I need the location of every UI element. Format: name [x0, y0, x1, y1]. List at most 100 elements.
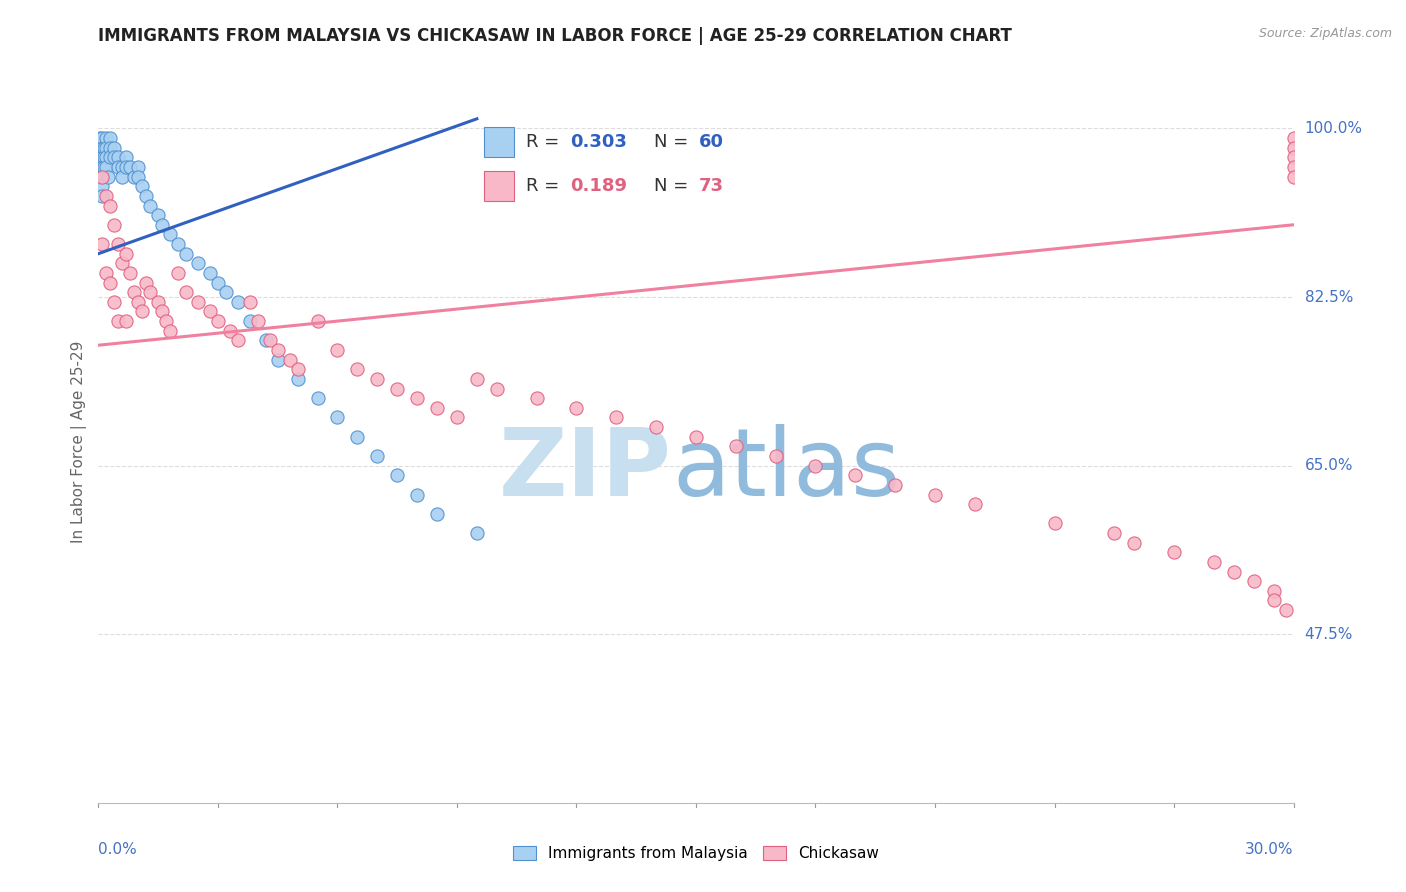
Point: [385, 382, 409, 396]
Point: [174, 285, 197, 300]
Point: [1282, 141, 1305, 155]
Point: [465, 526, 488, 541]
Point: [150, 218, 173, 232]
Point: [93, 141, 115, 155]
Point: [465, 372, 488, 386]
Point: [924, 487, 946, 501]
Text: 47.5%: 47.5%: [1305, 627, 1353, 641]
Point: [366, 449, 388, 463]
Point: [259, 334, 281, 348]
Point: [1282, 150, 1305, 164]
Point: [89, 150, 111, 164]
Point: [1243, 574, 1265, 589]
Point: [127, 160, 149, 174]
Point: [107, 150, 129, 164]
Point: [605, 410, 627, 425]
Point: [93, 160, 115, 174]
Point: [246, 314, 269, 328]
Point: [159, 227, 181, 242]
Point: [111, 169, 134, 184]
Point: [219, 324, 242, 338]
Point: [93, 150, 115, 164]
Text: 0.0%: 0.0%: [98, 842, 138, 856]
Point: [1263, 593, 1285, 607]
Point: [207, 276, 229, 290]
Point: [406, 391, 429, 405]
Point: [91, 189, 114, 203]
Point: [148, 294, 170, 309]
Text: ZIP: ZIP: [499, 425, 672, 516]
Point: [1282, 131, 1305, 145]
Point: [1043, 516, 1066, 531]
Point: [254, 334, 277, 348]
Point: [120, 266, 142, 280]
Point: [226, 334, 249, 348]
Point: [267, 352, 290, 367]
Point: [98, 141, 122, 155]
Point: [765, 449, 787, 463]
Point: [307, 391, 329, 405]
Point: [89, 131, 111, 145]
Point: [98, 150, 122, 164]
Text: IMMIGRANTS FROM MALAYSIA VS CHICKASAW IN LABOR FORCE | AGE 25-29 CORRELATION CHA: IMMIGRANTS FROM MALAYSIA VS CHICKASAW IN…: [98, 27, 1012, 45]
Point: [406, 487, 429, 501]
Point: [89, 169, 111, 184]
Point: [98, 198, 122, 212]
Point: [385, 468, 409, 483]
Point: [485, 382, 508, 396]
Point: [91, 169, 114, 184]
Point: [1274, 603, 1296, 617]
Point: [139, 198, 162, 212]
Point: [278, 352, 301, 367]
Point: [167, 266, 190, 280]
Point: [346, 362, 368, 376]
Point: [198, 266, 221, 280]
Point: [131, 304, 153, 318]
Point: [111, 256, 134, 270]
Point: [115, 314, 138, 328]
Point: [1104, 526, 1126, 541]
Point: [426, 401, 449, 415]
Text: 100.0%: 100.0%: [1305, 121, 1362, 136]
Point: [91, 237, 114, 252]
Point: [96, 266, 118, 280]
Point: [963, 497, 986, 511]
Point: [96, 150, 118, 164]
Point: [115, 150, 138, 164]
Point: [155, 314, 177, 328]
Point: [226, 294, 249, 309]
Point: [91, 169, 114, 184]
Point: [124, 169, 146, 184]
Point: [685, 430, 707, 444]
Point: [645, 420, 668, 434]
Point: [1263, 583, 1285, 598]
Text: 82.5%: 82.5%: [1305, 290, 1353, 304]
Point: [91, 141, 114, 155]
Point: [346, 430, 368, 444]
Point: [426, 507, 449, 521]
Point: [96, 141, 118, 155]
Point: [98, 131, 122, 145]
Point: [1223, 565, 1246, 579]
Point: [287, 362, 309, 376]
Point: [135, 276, 157, 290]
Point: [120, 160, 142, 174]
Point: [1202, 555, 1225, 569]
Point: [804, 458, 827, 473]
Point: [884, 478, 907, 492]
Point: [103, 218, 125, 232]
Point: [446, 410, 468, 425]
Point: [215, 285, 238, 300]
Point: [124, 285, 146, 300]
Point: [98, 276, 122, 290]
Point: [174, 246, 197, 260]
Point: [150, 304, 173, 318]
Point: [115, 160, 138, 174]
Point: [139, 285, 162, 300]
Point: [115, 246, 138, 260]
Text: 65.0%: 65.0%: [1305, 458, 1353, 473]
Point: [91, 131, 114, 145]
Y-axis label: In Labor Force | Age 25-29: In Labor Force | Age 25-29: [72, 341, 87, 542]
Point: [287, 372, 309, 386]
Point: [127, 294, 149, 309]
